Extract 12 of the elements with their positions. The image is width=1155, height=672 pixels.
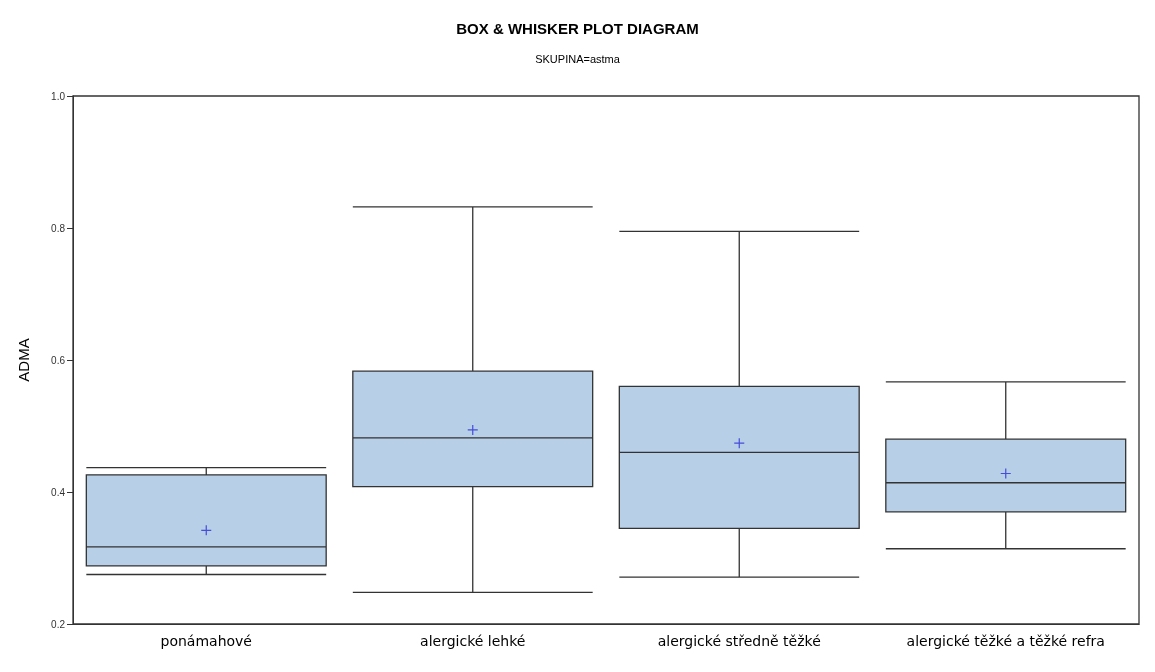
- y-tick-label: 1.0: [51, 90, 66, 102]
- y-tick-label: 0.6: [51, 354, 66, 366]
- x-tick-label: alergické lehké: [420, 633, 526, 649]
- x-tick-label: alergické středně těžké: [657, 633, 821, 649]
- x-tick-label: alergické těžké a těžké refra: [906, 633, 1105, 649]
- chart-title: BOX & WHISKER PLOT DIAGRAM: [456, 20, 699, 37]
- y-tick-label: 0.4: [51, 486, 66, 498]
- y-axis-title: ADMA: [15, 338, 32, 382]
- y-tick-label: 0.2: [51, 618, 66, 630]
- chart-subtitle: SKUPINA=astma: [535, 52, 621, 65]
- y-tick-label: 0.8: [51, 222, 66, 234]
- x-tick-label: ponámahové: [160, 633, 252, 649]
